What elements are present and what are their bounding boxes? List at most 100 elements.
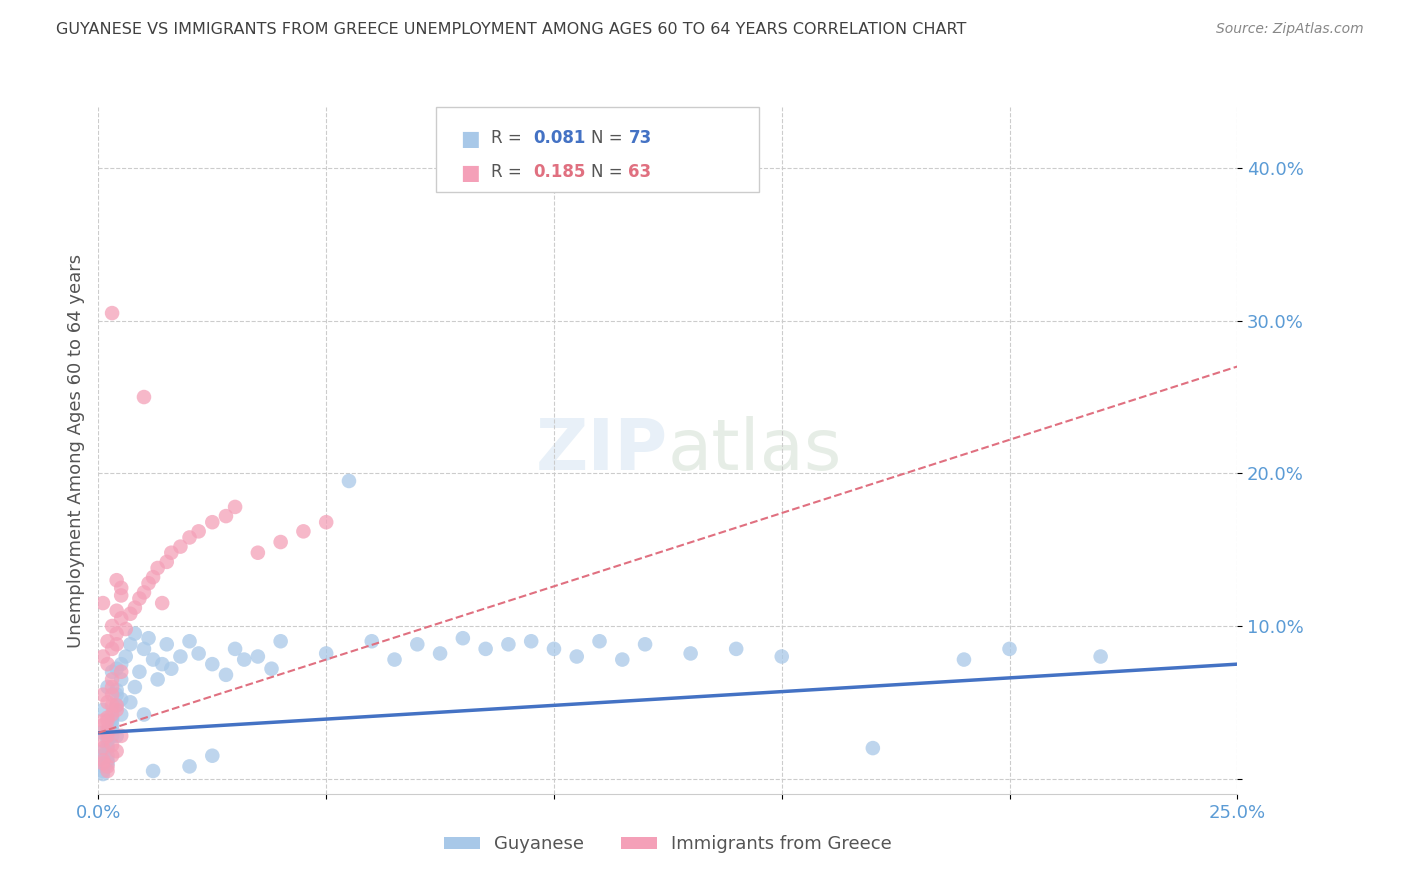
Point bbox=[101, 619, 124, 633]
Point bbox=[96, 729, 118, 743]
Point bbox=[1090, 649, 1112, 664]
Point bbox=[91, 756, 114, 771]
Point bbox=[406, 637, 429, 651]
Point bbox=[124, 680, 146, 694]
Point bbox=[224, 500, 246, 514]
Point bbox=[201, 657, 224, 672]
Point bbox=[91, 703, 114, 717]
Point bbox=[160, 662, 183, 676]
Text: 0.185: 0.185 bbox=[533, 163, 585, 181]
Point bbox=[96, 738, 118, 752]
Point bbox=[96, 756, 118, 771]
Text: atlas: atlas bbox=[668, 416, 842, 485]
Point bbox=[101, 688, 124, 702]
Point bbox=[91, 748, 114, 763]
Point bbox=[96, 710, 118, 724]
Point bbox=[150, 657, 173, 672]
Point bbox=[105, 637, 128, 651]
Point bbox=[169, 540, 191, 554]
Point bbox=[187, 647, 209, 661]
Text: Source: ZipAtlas.com: Source: ZipAtlas.com bbox=[1216, 22, 1364, 37]
Point bbox=[96, 759, 118, 773]
Point bbox=[105, 683, 128, 698]
Point bbox=[101, 641, 124, 656]
Point bbox=[260, 662, 283, 676]
Point bbox=[91, 759, 114, 773]
Point bbox=[215, 509, 238, 524]
Point bbox=[246, 649, 269, 664]
Point bbox=[96, 714, 118, 728]
Point bbox=[105, 698, 128, 713]
Point bbox=[105, 744, 128, 758]
Point bbox=[101, 729, 124, 743]
Point bbox=[142, 652, 165, 666]
Point bbox=[96, 726, 118, 740]
Point bbox=[120, 695, 142, 709]
Point bbox=[953, 652, 976, 666]
Point bbox=[105, 703, 128, 717]
Point bbox=[179, 634, 201, 648]
Point bbox=[246, 546, 269, 560]
Point bbox=[91, 596, 114, 610]
Point bbox=[169, 649, 191, 664]
Point bbox=[110, 673, 132, 687]
Point bbox=[101, 738, 124, 752]
Text: R =: R = bbox=[491, 163, 527, 181]
Point bbox=[565, 649, 588, 664]
Point bbox=[96, 733, 118, 747]
Text: 0.081: 0.081 bbox=[533, 129, 585, 147]
Point bbox=[862, 741, 884, 756]
Point bbox=[96, 695, 118, 709]
Point bbox=[110, 581, 132, 595]
Point bbox=[201, 748, 224, 763]
Point bbox=[132, 585, 155, 599]
Point bbox=[179, 759, 201, 773]
Point bbox=[96, 748, 118, 763]
Point bbox=[270, 634, 292, 648]
Point bbox=[101, 718, 124, 732]
Point bbox=[96, 657, 118, 672]
Point bbox=[110, 707, 132, 722]
Point bbox=[105, 604, 128, 618]
Point bbox=[384, 652, 406, 666]
Point bbox=[132, 390, 155, 404]
Point bbox=[187, 524, 209, 539]
Text: 73: 73 bbox=[628, 129, 652, 147]
Point bbox=[150, 596, 173, 610]
Point bbox=[138, 631, 160, 645]
Point bbox=[124, 600, 146, 615]
Point bbox=[224, 641, 246, 656]
Point bbox=[160, 546, 183, 560]
Point bbox=[101, 707, 124, 722]
Y-axis label: Unemployment Among Ages 60 to 64 years: Unemployment Among Ages 60 to 64 years bbox=[66, 253, 84, 648]
Point bbox=[270, 535, 292, 549]
Point bbox=[91, 718, 114, 732]
Point bbox=[429, 647, 451, 661]
Point bbox=[96, 680, 118, 694]
Point bbox=[96, 764, 118, 778]
Point bbox=[360, 634, 382, 648]
Point bbox=[91, 649, 114, 664]
Point bbox=[770, 649, 793, 664]
Point bbox=[101, 665, 124, 679]
Point bbox=[543, 641, 565, 656]
Point bbox=[146, 673, 169, 687]
Point bbox=[91, 744, 114, 758]
Point bbox=[156, 637, 179, 651]
Point bbox=[96, 741, 118, 756]
Point bbox=[215, 668, 238, 682]
Point bbox=[120, 637, 142, 651]
Point bbox=[132, 707, 155, 722]
Point bbox=[101, 714, 124, 728]
Point bbox=[128, 591, 150, 606]
Text: R =: R = bbox=[491, 129, 527, 147]
Point bbox=[179, 531, 201, 545]
Point bbox=[679, 647, 702, 661]
Point bbox=[588, 634, 610, 648]
Point bbox=[128, 665, 150, 679]
Point bbox=[114, 622, 136, 636]
Point bbox=[138, 576, 160, 591]
Point bbox=[120, 607, 142, 621]
Point bbox=[91, 741, 114, 756]
Point bbox=[498, 637, 520, 651]
